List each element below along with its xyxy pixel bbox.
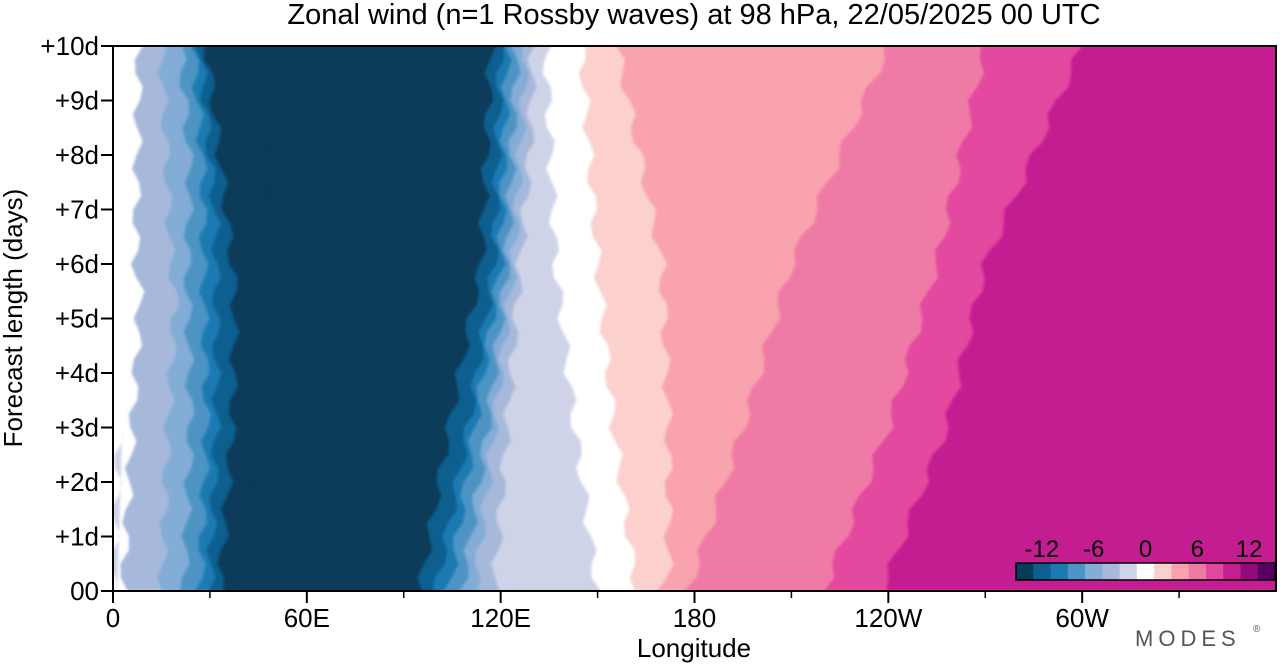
modes-logo: MODES ® [1135,624,1261,651]
colorbar-tick-label: 0 [1139,536,1152,563]
colorbar-frame [1015,562,1276,581]
colorbar-swatch [1171,563,1190,580]
y-tick-label: +6d [55,249,99,279]
y-axis: 00 +1d +2d +3d +4d +5d +6d +7d +8d +9d +10d [40,31,113,606]
contour-band [113,427,123,591]
x-tick-label: 120W [854,603,922,633]
contour-field [113,46,1276,591]
colorbar-swatch [1257,563,1276,580]
colorbar-swatch [1119,563,1138,580]
x-axis: 0 60E 120E 180 120W 60W [106,591,1180,633]
colorbar-legend: -12 -6 0 6 12 [1015,536,1276,581]
y-tick-label: +5d [55,304,99,334]
svg-text:®: ® [1253,624,1261,635]
y-tick-label: +2d [55,467,99,497]
colorbar-swatch [1085,563,1103,580]
colorbar-swatch [1050,563,1069,580]
colorbar-swatch [1067,563,1086,580]
contour-band [886,46,1276,591]
colorbar-swatch [1136,563,1155,580]
colorbar-swatch [1033,563,1052,580]
y-tick-label: 00 [70,576,99,606]
y-tick-label: +10d [40,31,99,61]
x-tick-label: 120E [470,603,531,633]
y-tick-label: +9d [55,86,99,116]
y-tick-label: +4d [55,358,99,388]
colorbar-tick-label: 12 [1236,536,1263,563]
colorbar-swatch [1102,563,1121,580]
colorbar-swatch [1223,563,1241,580]
chart-title: Zonal wind (n=1 Rossby waves) at 98 hPa,… [287,0,1100,31]
colorbar-swatch [1240,563,1259,580]
colorbar-swatch [1154,563,1172,580]
svg-text:MODES: MODES [1135,626,1241,651]
y-tick-label: +7d [55,195,99,225]
y-tick-label: +1d [55,522,99,552]
x-tick-label: 60E [284,603,330,633]
x-tick-label: 180 [673,603,716,633]
colorbar-tick-label: -6 [1083,536,1104,563]
y-tick-label: +3d [55,413,99,443]
colorbar-swatch [1188,563,1207,580]
colorbar-swatch [1016,563,1034,580]
x-tick-label: 60W [1055,603,1109,633]
colorbar-tick-label: 6 [1191,536,1204,563]
y-tick-label: +8d [55,140,99,170]
x-tick-label: 0 [106,603,120,633]
colorbar-swatch [1205,563,1224,580]
colorbar-tick-label: -12 [1025,536,1060,563]
x-axis-title: Longitude [637,633,751,663]
y-axis-title: Forecast length (days) [0,189,28,448]
